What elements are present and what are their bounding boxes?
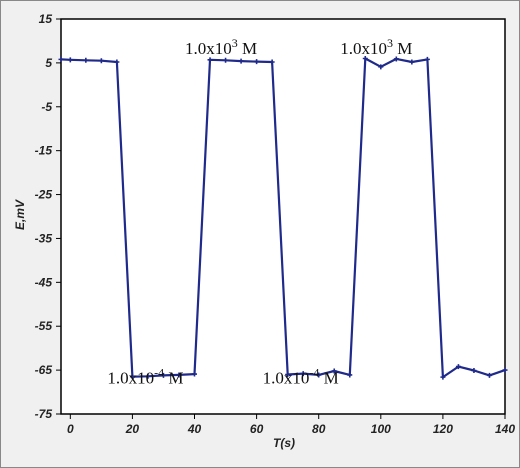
data-point <box>471 368 477 374</box>
data-point <box>440 374 446 380</box>
data-point <box>114 59 120 65</box>
data-point <box>129 374 135 380</box>
y-tick-label: -65 <box>35 363 53 377</box>
data-point <box>316 372 322 378</box>
y-tick-label: -45 <box>35 275 53 289</box>
y-tick-label: 15 <box>39 12 53 26</box>
data-point <box>238 58 244 64</box>
data-point <box>455 364 461 370</box>
series-line <box>60 57 506 379</box>
concentration-annotations: 1.0x103 M 1.0x103 M 1.0x10-4 M 1.0x10-4 M <box>107 36 412 387</box>
y-tick-label: -25 <box>35 188 53 202</box>
y-tick-label: -75 <box>35 407 53 421</box>
y-tick-label: 5 <box>45 56 52 70</box>
plot-area <box>60 18 506 415</box>
x-axis-label: T(s) <box>273 436 295 450</box>
data-point <box>254 59 260 65</box>
plot-axes <box>60 18 506 415</box>
x-tick-label: 0 <box>67 422 74 436</box>
data-point <box>331 368 337 374</box>
concentration-label: 1.0x10-4 M <box>263 365 339 387</box>
data-point <box>409 59 415 65</box>
x-tick-label: 140 <box>495 422 515 436</box>
data-series <box>58 56 508 380</box>
concentration-label: 1.0x103 M <box>340 36 412 58</box>
concentration-label: 1.0x10-4 M <box>107 365 183 387</box>
data-point <box>160 372 166 378</box>
data-point <box>502 367 508 373</box>
data-point <box>285 372 291 377</box>
data-point <box>98 58 104 64</box>
data-point <box>362 56 368 61</box>
x-tick-label: 120 <box>433 422 453 436</box>
data-point <box>269 59 275 65</box>
y-tick-label: -55 <box>35 319 53 333</box>
y-tick-labels: 15 5 -5 -15 -25 -35 -45 -55 -65 -75 <box>35 12 61 421</box>
data-point <box>176 372 182 378</box>
data-point <box>192 371 198 377</box>
data-point <box>58 56 64 62</box>
y-tick-label: -5 <box>41 100 52 114</box>
data-point <box>207 57 213 63</box>
x-tick-labels: 0 20 40 60 80 100 120 140 <box>67 414 515 436</box>
x-tick-label: 40 <box>187 422 202 436</box>
y-axis-label: E,mV <box>13 199 27 230</box>
data-point <box>67 57 73 63</box>
y-tick-label: -35 <box>35 231 53 245</box>
data-point <box>145 373 151 379</box>
x-tick-label: 100 <box>371 422 391 436</box>
y-tick-label: -15 <box>35 144 53 158</box>
x-tick-label: 80 <box>312 422 326 436</box>
data-point <box>347 372 353 378</box>
x-tick-label: 20 <box>125 422 140 436</box>
data-point <box>378 64 384 70</box>
data-point <box>300 371 306 377</box>
data-point <box>393 56 399 62</box>
data-point <box>486 372 492 378</box>
concentration-label: 1.0x103 M <box>185 36 257 58</box>
x-tick-label: 60 <box>250 422 264 436</box>
data-point <box>83 57 89 63</box>
data-point <box>424 56 430 62</box>
data-point <box>223 57 229 63</box>
